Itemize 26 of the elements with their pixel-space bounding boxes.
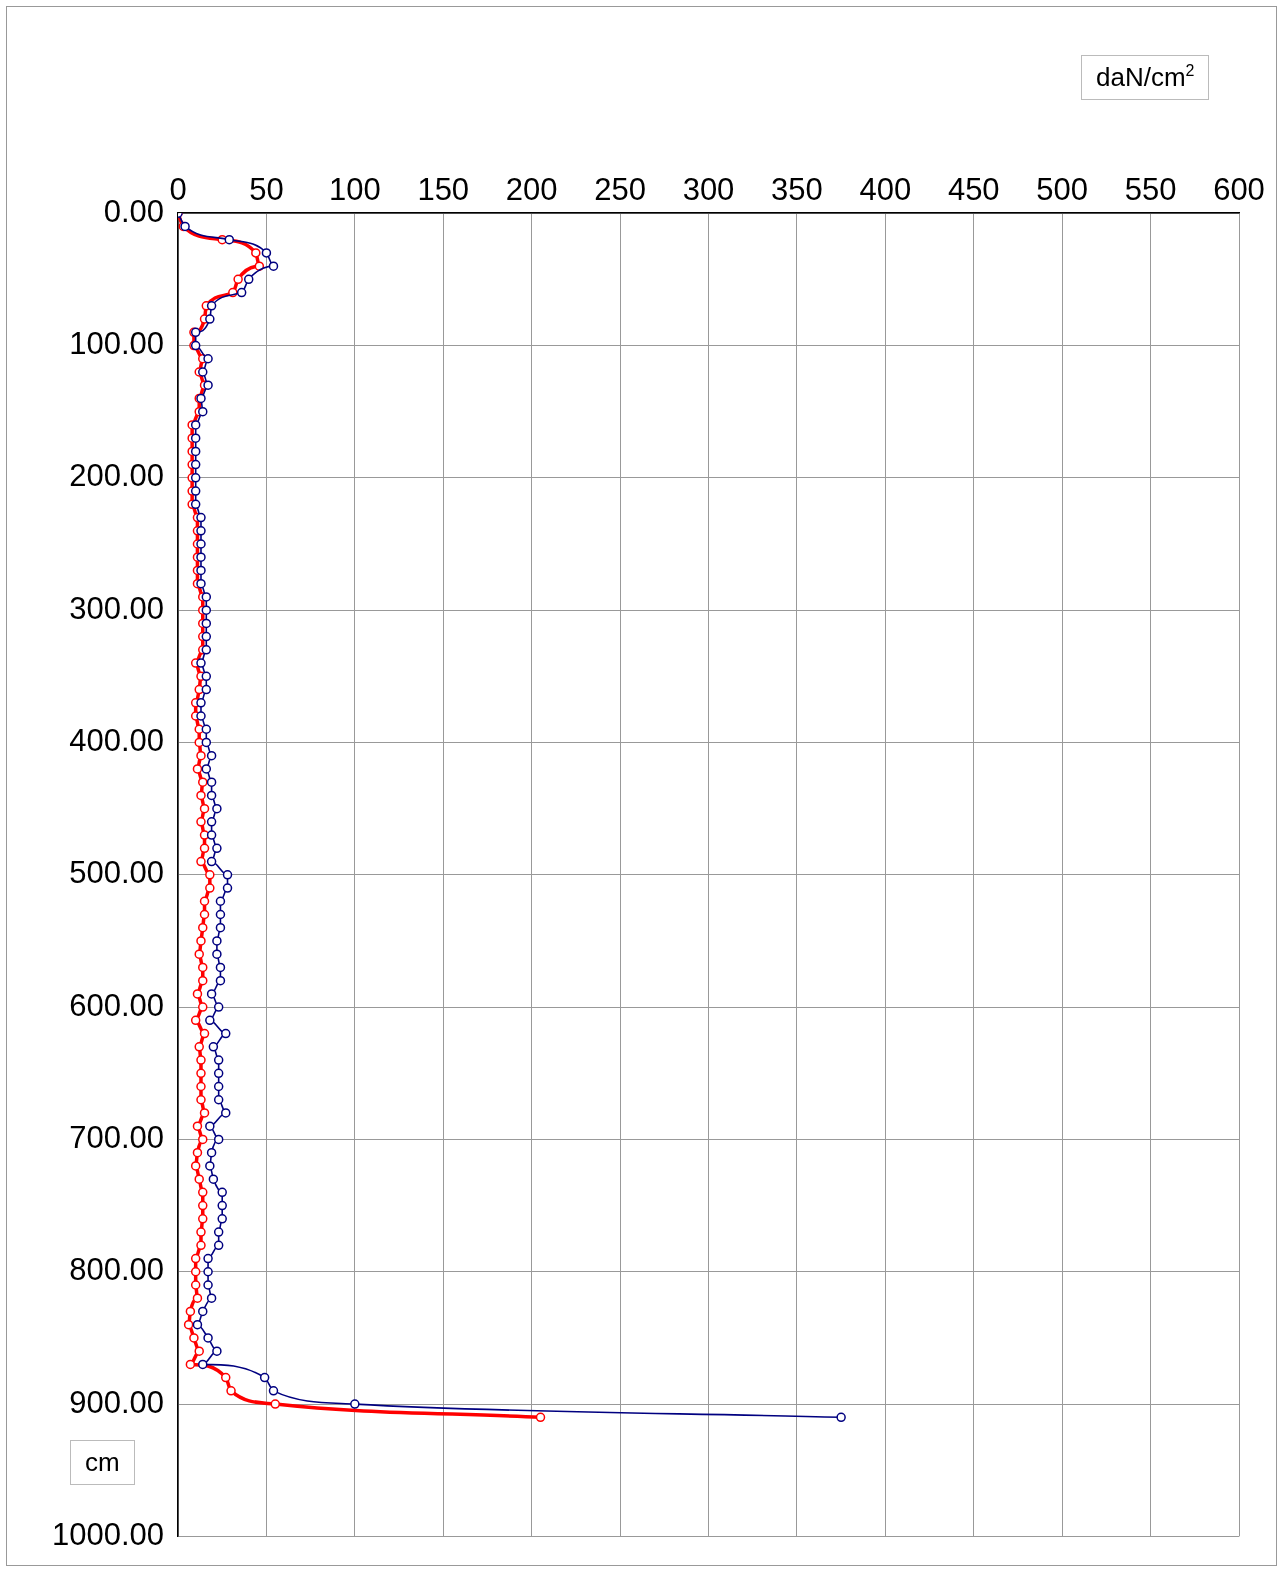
x-tick-label: 250 — [594, 172, 646, 208]
x-axis-title: daN/cm$^{2}$ — [1081, 55, 1210, 100]
x-tick-label: 600 — [1213, 172, 1265, 208]
y-tick-label: 1000.00 — [51, 1516, 164, 1552]
x-tick-label: 150 — [417, 172, 470, 208]
y-tick-label: 0.00 — [103, 193, 164, 229]
y-tick-label: 300.00 — [69, 590, 164, 626]
x-tick-label: 550 — [1124, 172, 1177, 208]
y-tick-label: 200.00 — [69, 458, 164, 494]
x-tick-label: 0 — [169, 172, 187, 208]
x-tick-label: 350 — [771, 172, 823, 208]
y-axis-title: cm — [70, 1440, 135, 1485]
y-tick-label: 400.00 — [69, 723, 164, 759]
y-tick-label: 100.00 — [69, 326, 164, 362]
x-tick-label: 300 — [682, 172, 735, 208]
x-tick-label: 50 — [249, 172, 284, 208]
x-tick-label: 100 — [328, 172, 381, 208]
y-tick-label: 500.00 — [69, 855, 164, 891]
x-tick-label: 450 — [947, 172, 1000, 208]
x-tick-label: 500 — [1036, 172, 1089, 208]
x-tick-label: 200 — [505, 172, 558, 208]
y-tick-label: 700.00 — [69, 1119, 164, 1155]
y-tick-label: 900.00 — [69, 1384, 164, 1420]
y-tick-label: 600.00 — [69, 987, 164, 1023]
y-tick-label: 800.00 — [69, 1252, 164, 1288]
x-tick-label: 400 — [859, 172, 912, 208]
